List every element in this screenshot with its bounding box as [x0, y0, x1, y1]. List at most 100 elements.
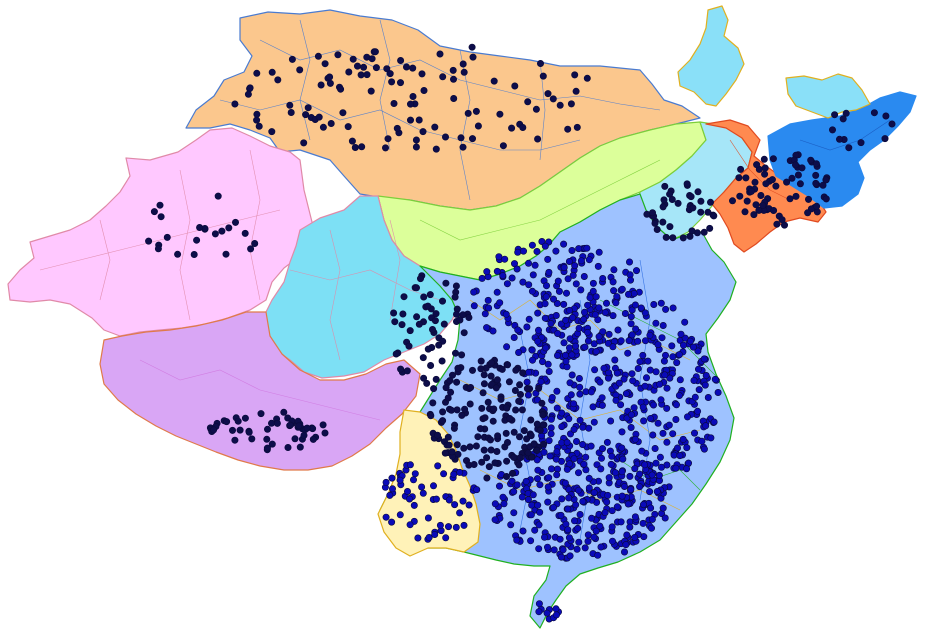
- point-marker: [662, 233, 670, 241]
- point-marker: [163, 233, 171, 241]
- point-marker: [612, 396, 620, 404]
- point-marker: [615, 379, 623, 387]
- point-marker: [477, 357, 485, 365]
- point-marker: [503, 457, 511, 465]
- point-marker: [613, 369, 621, 377]
- point-marker: [544, 498, 552, 506]
- point-marker: [319, 123, 327, 131]
- point-marker: [617, 518, 625, 526]
- point-marker: [448, 448, 456, 456]
- point-marker: [388, 518, 396, 526]
- point-marker: [465, 501, 473, 509]
- point-marker: [468, 43, 476, 51]
- point-marker: [589, 403, 597, 411]
- point-marker: [668, 196, 676, 204]
- point-marker: [598, 401, 606, 409]
- point-marker: [405, 495, 413, 503]
- point-marker: [576, 510, 584, 518]
- region-japan-hokkaido: [785, 73, 871, 119]
- point-marker: [579, 497, 587, 505]
- point-marker: [706, 224, 714, 232]
- point-marker: [554, 277, 562, 285]
- point-marker: [480, 446, 488, 454]
- point-marker: [632, 325, 640, 333]
- point-marker: [558, 423, 566, 431]
- point-marker: [751, 178, 759, 186]
- point-marker: [465, 313, 473, 321]
- point-marker: [655, 471, 663, 479]
- point-marker: [631, 533, 639, 541]
- point-marker: [649, 431, 657, 439]
- point-marker: [653, 487, 661, 495]
- point-marker: [757, 192, 765, 200]
- point-marker: [690, 429, 698, 437]
- point-marker: [405, 342, 413, 350]
- point-marker: [694, 347, 702, 355]
- point-marker: [490, 405, 498, 413]
- point-marker: [595, 248, 603, 256]
- point-marker: [605, 474, 613, 482]
- point-marker: [534, 466, 542, 474]
- point-marker: [531, 261, 539, 269]
- point-marker: [489, 417, 497, 425]
- point-marker: [304, 104, 312, 112]
- point-marker: [174, 250, 182, 258]
- point-marker: [396, 476, 404, 484]
- point-marker: [536, 59, 544, 67]
- point-marker: [402, 63, 410, 71]
- point-marker: [581, 343, 589, 351]
- point-marker: [557, 511, 565, 519]
- point-marker: [423, 379, 431, 387]
- point-marker: [253, 116, 261, 124]
- point-marker: [822, 176, 830, 184]
- point-marker: [669, 234, 677, 242]
- point-marker: [564, 275, 572, 283]
- point-marker: [466, 443, 474, 451]
- point-marker: [263, 435, 271, 443]
- point-marker: [741, 208, 749, 216]
- point-marker: [534, 337, 542, 345]
- point-marker: [831, 111, 839, 119]
- point-marker: [608, 523, 616, 531]
- point-marker: [268, 440, 276, 448]
- point-marker: [412, 284, 420, 292]
- point-marker: [508, 477, 516, 485]
- point-marker: [625, 337, 633, 345]
- point-marker: [659, 218, 667, 226]
- point-marker: [210, 426, 218, 434]
- point-marker: [458, 411, 466, 419]
- point-marker: [505, 378, 513, 386]
- point-marker: [813, 202, 821, 210]
- point-marker: [540, 440, 548, 448]
- point-marker: [599, 328, 607, 336]
- point-marker: [296, 66, 304, 74]
- point-marker: [627, 411, 635, 419]
- point-marker: [428, 325, 436, 333]
- point-marker: [570, 425, 578, 433]
- point-marker: [609, 278, 617, 286]
- point-marker: [574, 524, 582, 532]
- point-marker: [442, 384, 450, 392]
- point-marker: [624, 290, 632, 298]
- point-marker: [613, 293, 621, 301]
- point-marker: [672, 415, 680, 423]
- point-marker: [491, 500, 499, 508]
- point-marker: [440, 320, 448, 328]
- point-marker: [511, 386, 519, 394]
- point-marker: [587, 388, 595, 396]
- point-marker: [424, 514, 432, 522]
- point-marker: [533, 456, 541, 464]
- point-marker: [493, 376, 501, 384]
- point-marker: [828, 126, 836, 134]
- point-marker: [565, 494, 573, 502]
- point-marker: [388, 474, 396, 482]
- point-marker: [564, 505, 572, 513]
- point-marker: [634, 364, 642, 372]
- point-marker: [512, 366, 520, 374]
- point-marker: [534, 326, 542, 334]
- point-marker: [450, 95, 458, 103]
- point-marker: [497, 395, 505, 403]
- point-marker: [400, 293, 408, 301]
- point-marker: [622, 541, 630, 549]
- point-marker: [565, 257, 573, 265]
